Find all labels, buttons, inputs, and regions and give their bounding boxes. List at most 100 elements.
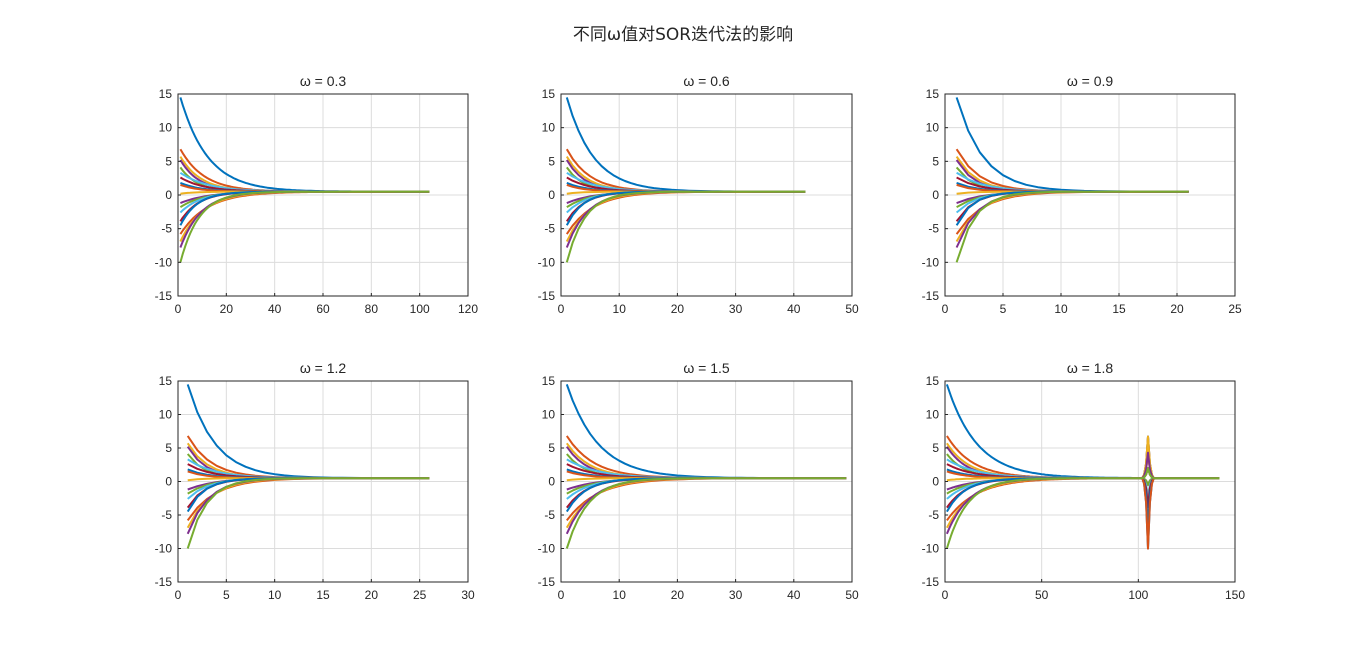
x-tick-label: 0 (175, 588, 182, 602)
y-tick-label: 10 (926, 408, 940, 422)
y-tick-label: -5 (544, 508, 555, 522)
series-line-16 (566, 477, 847, 522)
series-line-12 (566, 190, 806, 208)
x-tick-label: 40 (787, 588, 801, 602)
series-line-19 (179, 190, 430, 263)
x-tick-label: 30 (729, 302, 743, 316)
y-tick-label: 10 (542, 408, 556, 422)
y-tick-label: 10 (159, 408, 173, 422)
series-line-1 (955, 97, 1189, 193)
y-tick-label: 0 (548, 475, 555, 489)
y-tick-label: 5 (932, 441, 939, 455)
x-tick-label: 0 (558, 588, 565, 602)
y-tick-label: 15 (159, 87, 173, 101)
x-tick-label: 15 (1112, 302, 1126, 316)
y-tick-label: 0 (932, 475, 939, 489)
x-tick-label: 30 (729, 588, 743, 602)
series-line-15 (946, 477, 1220, 530)
y-tick-label: -15 (922, 289, 940, 303)
y-tick-label: -5 (544, 222, 555, 236)
series-line-18 (945, 451, 1220, 535)
x-tick-label: 0 (558, 302, 565, 316)
y-tick-label: 0 (932, 188, 939, 202)
y-tick-label: -15 (155, 289, 173, 303)
series-line-19 (565, 477, 847, 549)
series-line-1 (565, 97, 806, 193)
series-group (179, 97, 430, 263)
x-tick-label: 25 (413, 588, 427, 602)
x-tick-label: 0 (175, 302, 182, 316)
series-group (186, 384, 430, 549)
series-line-17 (955, 190, 1189, 243)
series-line-1 (179, 97, 430, 193)
series-group (945, 384, 1220, 550)
x-tick-label: 40 (787, 302, 801, 316)
x-tick-label: 100 (1128, 588, 1148, 602)
subplot-5: 0 10 20 30 40 50 -15 -10 -5 0 5 10 15 ω = 1.5 (538, 360, 859, 602)
subplot-6: 0 50 100 150 -15 -10 -5 0 5 10 15 ω = 1.8 (922, 360, 1246, 602)
y-tick-label: -10 (922, 542, 940, 556)
x-tick-label: 120 (458, 302, 478, 316)
series-line-16 (179, 190, 430, 235)
x-tick-label: 20 (220, 302, 234, 316)
x-tick-label: 10 (268, 588, 282, 602)
subplot-title: ω = 1.5 (683, 360, 730, 376)
y-tick-label: 10 (159, 121, 173, 135)
x-tick-label: 150 (1225, 588, 1245, 602)
y-tick-label: 10 (542, 121, 556, 135)
x-tick-label: 50 (1035, 588, 1049, 602)
x-tick-label: 60 (316, 302, 330, 316)
y-tick-label: -5 (928, 222, 939, 236)
series-line-19 (186, 477, 430, 549)
x-tick-label: 10 (1054, 302, 1068, 316)
x-tick-label: 10 (613, 588, 627, 602)
series-line-16 (565, 190, 806, 235)
y-tick-label: -10 (538, 255, 556, 269)
y-tick-label: 10 (926, 121, 940, 135)
y-tick-label: 15 (159, 374, 173, 388)
series-line-17 (186, 477, 430, 529)
x-tick-label: 50 (845, 302, 859, 316)
subplot-title: ω = 0.9 (1067, 73, 1114, 89)
y-tick-label: -10 (922, 255, 940, 269)
series-line-1 (186, 384, 430, 480)
series-line-17 (179, 190, 430, 242)
y-tick-label: 5 (165, 154, 172, 168)
series-line-1 (565, 384, 847, 480)
subplot-title: ω = 1.2 (300, 360, 347, 376)
subplot-3: 0 5 10 15 20 25 -15 -10 -5 0 5 10 15 ω = 0.9 (922, 73, 1242, 316)
subplot-title: ω = 1.8 (1067, 360, 1114, 376)
y-tick-label: -15 (922, 575, 940, 589)
series-line-18 (186, 477, 430, 535)
y-tick-label: 15 (926, 374, 940, 388)
y-tick-label: -15 (155, 575, 173, 589)
y-tick-label: -10 (538, 542, 556, 556)
y-tick-label: 5 (548, 154, 555, 168)
x-tick-label: 25 (1228, 302, 1242, 316)
y-tick-label: 5 (165, 441, 172, 455)
series-group (565, 97, 806, 263)
series-line-12 (946, 477, 1220, 495)
y-tick-label: -10 (155, 542, 173, 556)
subplot-2: 0 10 20 30 40 50 -15 -10 -5 0 5 10 15 ω = 0.6 (538, 73, 859, 316)
x-tick-label: 0 (942, 302, 949, 316)
series-line-12 (566, 477, 847, 495)
y-tick-label: 15 (926, 87, 940, 101)
y-tick-label: -15 (538, 289, 556, 303)
x-tick-label: 5 (223, 588, 230, 602)
subplot-title: ω = 0.6 (683, 73, 730, 89)
x-tick-label: 50 (845, 588, 859, 602)
x-tick-label: 80 (365, 302, 379, 316)
series-line-16 (955, 190, 1189, 235)
y-tick-label: -5 (161, 222, 172, 236)
x-tick-label: 30 (461, 588, 475, 602)
series-line-18 (565, 477, 847, 535)
series-line-17 (565, 190, 806, 242)
y-tick-label: 5 (932, 154, 939, 168)
subplot-4: 0 5 10 15 20 25 30 -15 -10 -5 0 5 10 15 ω = 1.2 (155, 360, 475, 602)
x-tick-label: 20 (671, 302, 685, 316)
x-tick-label: 15 (316, 588, 330, 602)
series-line-6 (946, 458, 1220, 508)
series-line-15 (179, 190, 430, 226)
